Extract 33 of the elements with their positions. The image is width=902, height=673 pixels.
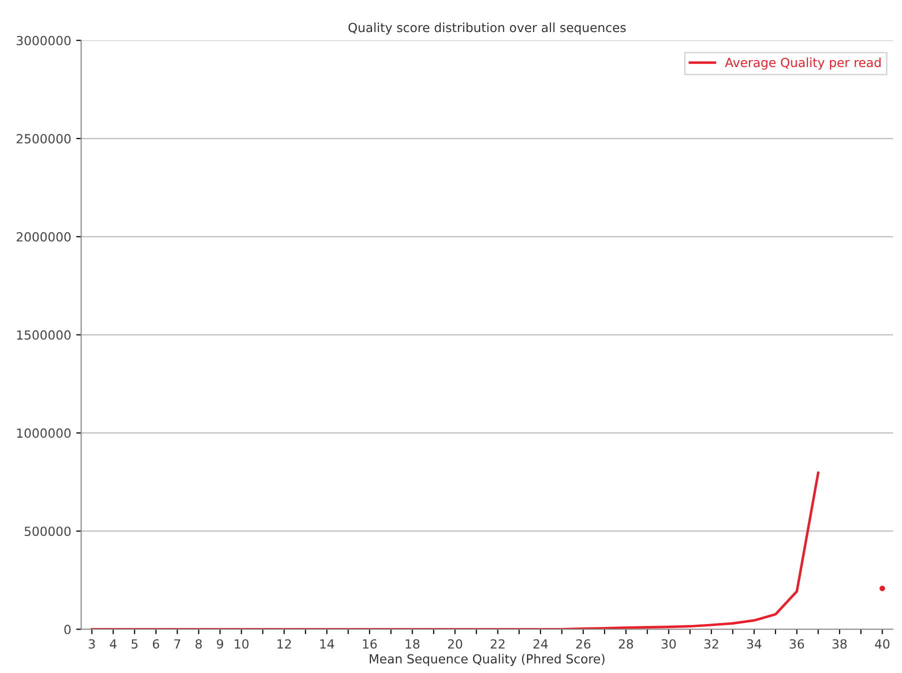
x-tick-label: 28 (618, 639, 634, 649)
x-tick-label: 14 (320, 639, 334, 648)
y-tick-label: 0 (64, 624, 71, 634)
x-tick-label: 6 (152, 639, 160, 649)
x-tick-label: 32 (704, 639, 718, 649)
x-tick-label: 18 (406, 639, 420, 649)
chart-title: Quality score distribution over all sequences (348, 22, 626, 35)
x-tick-label: 10 (234, 639, 249, 649)
x-tick-label: 12 (278, 639, 291, 648)
x-tick-label: 16 (363, 639, 377, 649)
legend-label: Average Quality per read (725, 58, 881, 70)
x-tick-label: 20 (448, 639, 462, 649)
x-tick-label: 26 (576, 639, 590, 649)
y-tick-label: 2500000 (16, 134, 71, 144)
x-tick-label: 22 (490, 639, 504, 648)
y-tick-label: 500000 (24, 526, 71, 536)
y-tick-label: 2000000 (16, 232, 71, 242)
x-tick-label: 8 (196, 639, 202, 649)
x-tick-label: 38 (832, 639, 847, 649)
x-tick-label: 9 (216, 639, 224, 649)
x-tick-label: 4 (110, 639, 116, 648)
x-tick-label: 30 (662, 639, 676, 649)
x-tick-label: 36 (790, 639, 804, 649)
x-tick-label: 3 (88, 639, 95, 649)
x-tick-label: 24 (533, 639, 548, 648)
x-axis-title: Mean Sequence Quality (Phred Score) (370, 654, 604, 666)
y-tick-label: 1000000 (17, 428, 71, 438)
x-tick-label: 40 (874, 639, 890, 649)
x-tick-label: 34 (747, 639, 762, 649)
x-tick-label: 7 (174, 639, 180, 648)
y-tick-label: 3000000 (16, 36, 71, 46)
x-tick-label: 5 (132, 639, 138, 649)
y-tick-label: 1500000 (17, 330, 71, 340)
